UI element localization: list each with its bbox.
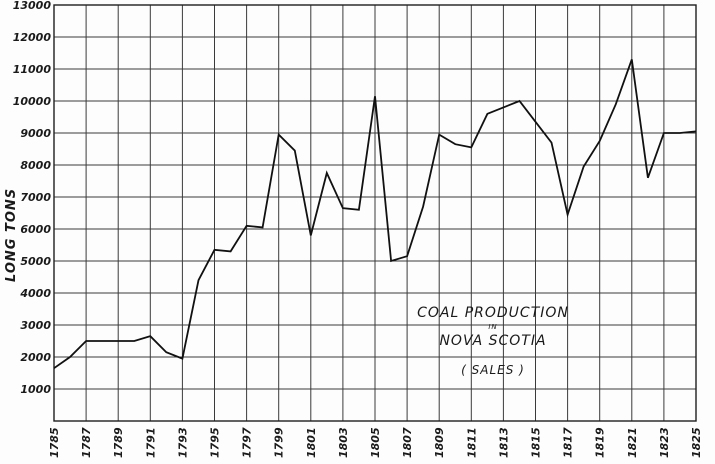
x-tick-label: 1823 — [658, 427, 671, 458]
x-tick-label: 1817 — [562, 427, 575, 458]
annotation-line-1: COAL PRODUCTION — [417, 305, 569, 321]
y-tick-label: 7000 — [20, 191, 51, 204]
x-tick-label: 1815 — [530, 427, 543, 458]
y-tick-label: 2000 — [20, 351, 51, 364]
x-tick-label: 1793 — [176, 427, 189, 458]
x-tick-label: 1809 — [433, 427, 446, 458]
y-tick-label: 11000 — [13, 63, 52, 76]
annotation-line-4: ( SALES ) — [461, 363, 525, 377]
x-tick-label: 1801 — [305, 427, 318, 458]
x-tick-label: 1825 — [690, 427, 703, 458]
chart-annotation: COAL PRODUCTION IN NOVA SCOTIA ( SALES ) — [417, 305, 569, 377]
annotation-line-3: NOVA SCOTIA — [439, 333, 546, 349]
y-axis-label: LONG TONS — [4, 188, 19, 282]
x-tick-label: 1797 — [241, 427, 254, 458]
x-tick-label: 1791 — [144, 427, 157, 458]
y-tick-label: 3000 — [20, 319, 51, 332]
x-tick-label: 1787 — [80, 427, 93, 458]
x-tick-label: 1789 — [112, 427, 125, 458]
y-tick-label: 12000 — [13, 31, 52, 44]
y-tick-label: 10000 — [13, 95, 52, 108]
y-axis-ticks: 1000 2000 3000 4000 5000 6000 7000 8000 9000 1000… — [13, 0, 52, 396]
y-tick-label: 9000 — [20, 127, 51, 140]
x-tick-label: 1819 — [594, 427, 607, 458]
y-tick-label: 6000 — [20, 223, 51, 236]
x-tick-label: 1811 — [465, 427, 478, 458]
production-line — [53, 59, 697, 369]
y-tick-label: 4000 — [19, 287, 51, 300]
grid-lines — [53, 4, 697, 421]
x-tick-label: 1785 — [48, 427, 61, 458]
x-tick-label: 1805 — [369, 427, 382, 458]
x-axis-ticks: 1785 1787 1789 1791 1793 1795 1797 1799 1801 1803… — [48, 427, 703, 458]
x-tick-label: 1795 — [209, 427, 222, 458]
x-tick-label: 1803 — [337, 427, 350, 458]
x-tick-label: 1807 — [401, 427, 414, 458]
y-tick-label: 1000 — [20, 383, 51, 396]
plot-frame — [53, 4, 697, 422]
x-tick-label: 1799 — [273, 427, 286, 458]
x-tick-label: 1813 — [497, 427, 510, 458]
y-tick-label: 5000 — [20, 255, 51, 268]
y-tick-label: 13000 — [13, 0, 52, 12]
y-tick-label: 8000 — [20, 159, 51, 172]
annotation-line-2: IN — [488, 323, 497, 331]
x-tick-label: 1821 — [626, 427, 639, 458]
